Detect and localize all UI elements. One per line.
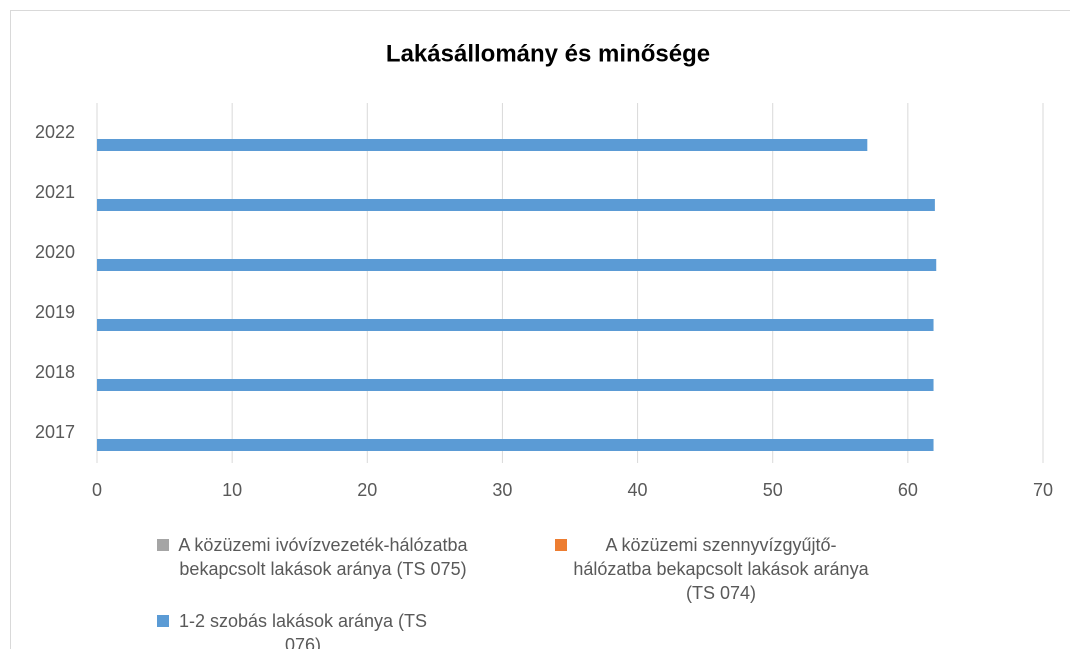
- legend-swatch: [555, 539, 567, 551]
- x-tick-label: 30: [492, 480, 512, 500]
- x-tick-label: 60: [898, 480, 918, 500]
- x-tick-label: 20: [357, 480, 377, 500]
- legend-item: 1-2 szobás lakások aránya (TS 076): [157, 609, 517, 649]
- legend-label: A közüzemi ivóvízvezeték-hálózatba bekap…: [178, 535, 468, 579]
- x-tick-label: 0: [92, 480, 102, 500]
- bar: [97, 439, 934, 451]
- bar: [97, 199, 935, 211]
- y-tick-label: 2018: [35, 362, 75, 382]
- x-tick-label: 50: [763, 480, 783, 500]
- x-tick-label: 40: [628, 480, 648, 500]
- chart-title: Lakásállomány és minősége: [386, 40, 710, 67]
- bar: [97, 379, 934, 391]
- y-tick-label: 2019: [35, 302, 75, 322]
- y-tick-label: 2020: [35, 242, 75, 262]
- legend-item: A közüzemi ivóvízvezeték-hálózatba bekap…: [157, 533, 517, 581]
- chart-border: [10, 10, 1070, 649]
- y-tick-label: 2017: [35, 422, 75, 442]
- x-tick-label: 10: [222, 480, 242, 500]
- legend-swatch: [157, 615, 169, 627]
- bar: [97, 259, 937, 271]
- legend-swatch: [157, 539, 169, 551]
- y-tick-label: 2021: [35, 182, 75, 202]
- bar: [97, 319, 934, 331]
- legend-label: 1-2 szobás lakások aránya (TS 076): [178, 611, 428, 649]
- legend-label: A közüzemi szennyvízgyűjtő-hálózatba bek…: [573, 535, 869, 603]
- x-tick-label: 70: [1033, 480, 1053, 500]
- legend-item: A közüzemi szennyvízgyűjtő-hálózatba bek…: [555, 533, 915, 605]
- y-tick-label: 2022: [35, 122, 75, 142]
- bar: [97, 139, 868, 151]
